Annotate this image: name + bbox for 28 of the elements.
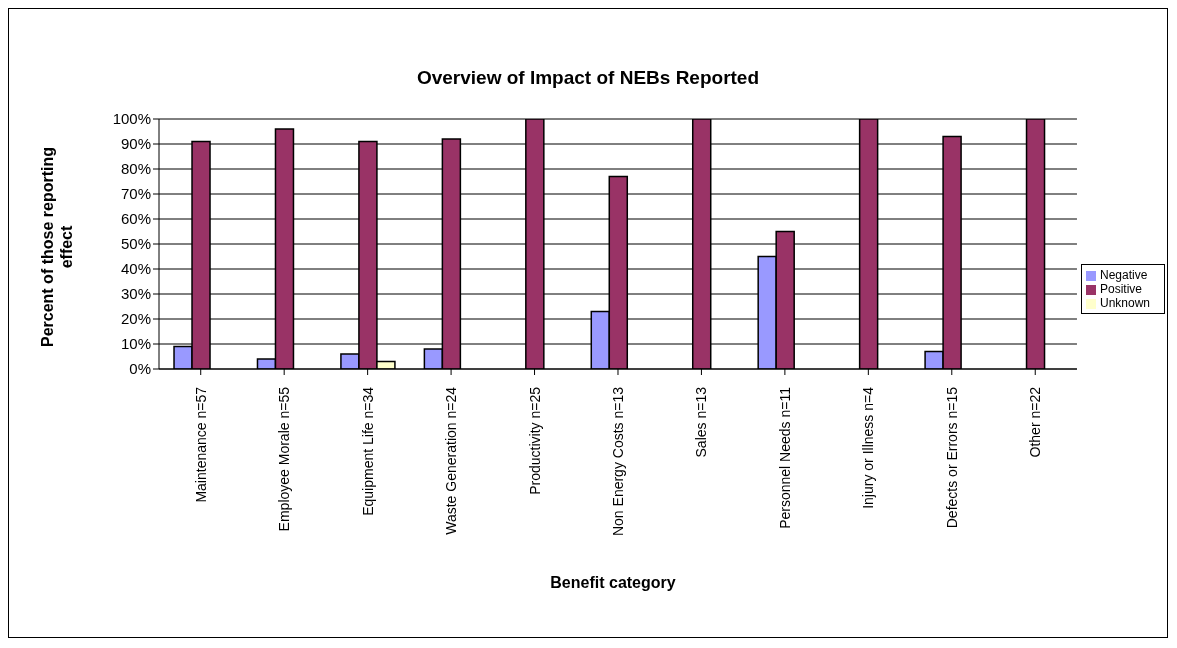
legend-label: Positive	[1099, 282, 1142, 296]
x-tick-label: Defects or Errors n=15	[943, 386, 960, 529]
y-tick-label: 80%	[120, 160, 151, 178]
chart-title: Overview of Impact of NEBs Reported	[415, 67, 761, 89]
x-tick-label: Personnel Needs n=11	[776, 386, 793, 529]
y-tick-label: 70%	[120, 185, 151, 203]
x-tick-label: Waste Generation n=24	[443, 386, 460, 535]
y-tick-label: 100%	[112, 110, 151, 128]
x-tick-label: Sales n=13	[693, 386, 710, 458]
y-tick-label: 40%	[120, 260, 151, 278]
y-tick-label: 50%	[120, 235, 151, 253]
x-tick-label: Equipment Life n=34	[359, 386, 376, 516]
x-tick-label: Injury or Illness n=4	[860, 386, 877, 509]
y-tick-label: 0%	[129, 360, 151, 378]
legend-label: Unknown	[1099, 296, 1150, 310]
x-tick-label: Other n=22	[1027, 386, 1044, 458]
x-tick-label: Employee Morale n=55	[276, 386, 293, 532]
x-axis-title: Benefit category	[549, 574, 677, 592]
y-tick-label: 20%	[120, 310, 151, 328]
y-tick-label: 90%	[120, 135, 151, 153]
y-tick-label: 60%	[120, 210, 151, 228]
x-tick-label: Non Energy Costs n=13	[609, 386, 626, 537]
x-tick-label: Maintenance n=57	[192, 386, 209, 503]
y-axis-title: Percent of those reporting effect	[38, 146, 76, 349]
y-tick-label: 30%	[120, 285, 151, 303]
y-tick-label: 10%	[120, 335, 151, 353]
x-tick-label: Productivity n=25	[526, 386, 543, 495]
legend-label: Negative	[1099, 268, 1148, 282]
